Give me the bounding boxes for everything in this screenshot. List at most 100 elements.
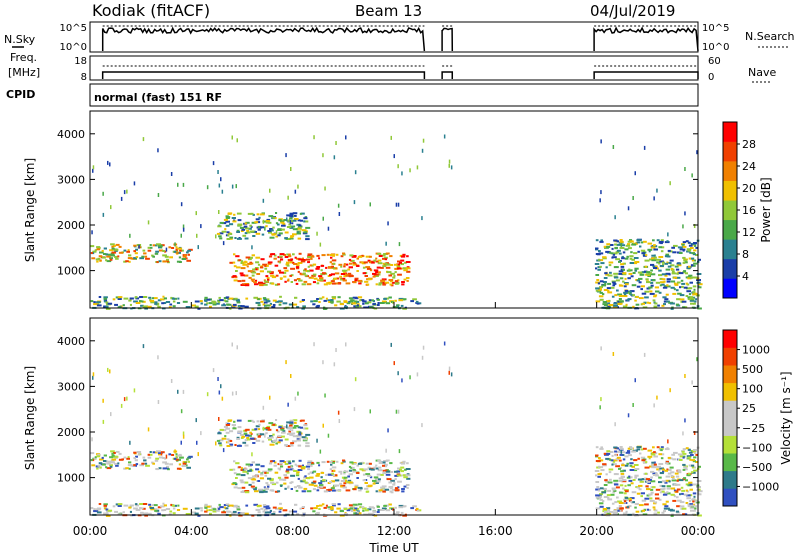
power-echo-cell <box>332 267 336 269</box>
colorbar-swatch <box>723 382 737 401</box>
velocity-echo-cell <box>294 463 297 466</box>
velocity-echo-cell <box>660 446 664 449</box>
velocity-echo-cell <box>117 462 120 465</box>
power-echo-cell <box>303 220 309 223</box>
power-echo-cell <box>223 299 226 302</box>
power-echo-cell <box>640 288 643 291</box>
velocity-echo-cell <box>269 435 273 437</box>
power-echo-cell <box>147 249 152 252</box>
power-echo-cell <box>637 271 643 274</box>
power-echo-cell <box>109 249 114 252</box>
velocity-echo-cell <box>96 508 101 511</box>
velocity-echo-cell <box>347 475 350 478</box>
frequency-trace-segment <box>101 71 426 79</box>
velocity-echo-cell <box>394 489 400 492</box>
power-echo-cell <box>286 264 290 267</box>
power-echo-cell <box>229 236 234 239</box>
velocity-echo-cell <box>624 490 629 493</box>
power-echo-cell <box>402 267 408 270</box>
velocity-echo-cell <box>372 479 377 482</box>
power-echo-cell <box>646 281 651 284</box>
velocity-echo-cell <box>206 509 209 512</box>
velocity-echo-cell <box>607 489 612 492</box>
power-echo-cell <box>364 280 369 283</box>
power-echo-cell <box>182 255 187 258</box>
power-echo-cell <box>658 291 662 294</box>
velocity-echo-cell <box>637 478 643 481</box>
power-echo-cell <box>671 270 675 273</box>
velocity-echo-cell <box>273 464 277 467</box>
velocity-echo-cell <box>283 461 286 463</box>
power-echo-cell <box>653 244 656 247</box>
power-echo-cell <box>673 288 676 291</box>
velocity-echo-cell <box>301 514 305 517</box>
velocity-echo-cell <box>387 428 389 433</box>
velocity-echo-cell <box>212 508 217 511</box>
power-echo-cell <box>626 269 631 272</box>
power-echo-cell <box>628 268 631 271</box>
power-echo-cell <box>613 272 619 275</box>
velocity-echo-cell <box>658 469 661 472</box>
power-echo-cell <box>670 280 676 283</box>
power-echo-cell <box>650 273 656 276</box>
velocity-echo-cell <box>337 503 341 506</box>
velocity-echo-cell <box>606 450 611 453</box>
power-echo-cell <box>126 189 128 194</box>
velocity-echo-cell <box>123 456 127 459</box>
velocity-echo-cell <box>665 500 669 503</box>
power-echo-cell <box>140 304 144 307</box>
power-echo-cell <box>382 262 385 265</box>
power-echo-cell <box>692 285 697 288</box>
power-echo-cell <box>332 262 336 265</box>
velocity-echo-cell <box>288 430 291 433</box>
velocity-echo-cell <box>293 421 297 424</box>
power-echo-cell <box>595 287 600 290</box>
power-echo-cell <box>626 255 629 258</box>
velocity-echo-cell <box>262 405 265 410</box>
power-echo-cell <box>154 244 158 247</box>
velocity-echo-cell <box>250 432 253 435</box>
velocity-echo-cell <box>293 425 299 427</box>
velocity-echo-cell <box>111 452 114 455</box>
velocity-echo-cell <box>686 497 691 500</box>
velocity-echo-cell <box>103 507 107 510</box>
velocity-echo-cell <box>172 507 176 510</box>
velocity-echo-cell <box>618 477 624 480</box>
power-echo-cell <box>206 302 209 305</box>
power-echo-cell <box>293 263 298 265</box>
velocity-echo-cell <box>139 464 144 467</box>
power-echo-cell <box>326 253 330 256</box>
velocity-echo-cell <box>691 380 693 385</box>
power-echo-cell <box>180 233 182 238</box>
power-echo-cell <box>674 265 679 268</box>
velocity-echo-cell <box>300 419 305 422</box>
velocity-echo-cell <box>687 456 692 459</box>
power-echo-cell <box>358 282 362 285</box>
velocity-echo-cell <box>268 422 274 425</box>
power-echo-cell <box>141 255 145 258</box>
velocity-echo-cell <box>128 461 132 464</box>
velocity-echo-cell <box>292 440 297 443</box>
power-echo-cell <box>265 298 270 301</box>
power-echo-cell <box>612 256 617 259</box>
power-echo-cell <box>172 305 176 308</box>
velocity-echo-cell <box>629 497 635 500</box>
velocity-echo-cell <box>153 504 158 507</box>
velocity-echo-cell <box>255 508 261 511</box>
power-echo-cell <box>313 135 315 140</box>
power-echo-cell <box>388 274 393 277</box>
velocity-echo-cell <box>646 478 650 481</box>
power-echo-cell <box>378 259 382 262</box>
velocity-echo-cell <box>177 389 179 394</box>
velocity-echo-cell <box>621 462 624 465</box>
power-echo-cell <box>262 198 265 203</box>
velocity-echo-cell <box>619 447 624 450</box>
velocity-echo-cell <box>651 452 655 454</box>
power-echo-cell <box>322 216 324 221</box>
power-echo-cell <box>298 279 303 282</box>
power-echo-cell <box>308 276 313 279</box>
velocity-echo-cell <box>664 462 669 465</box>
y-tick-label: 1000 <box>57 472 85 485</box>
velocity-echo-cell <box>288 460 291 463</box>
velocity-echo-cell <box>673 451 678 454</box>
